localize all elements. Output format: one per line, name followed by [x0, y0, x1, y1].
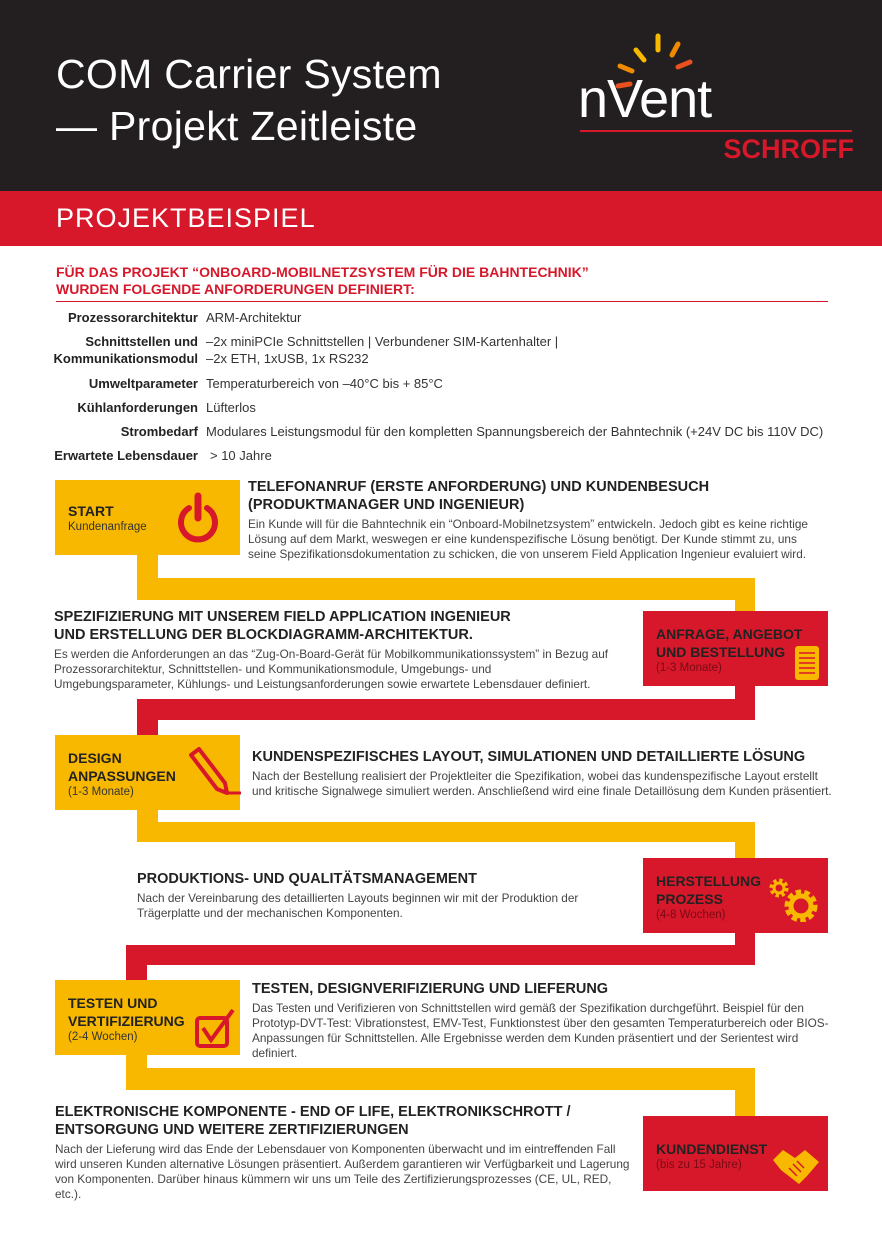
step-description: TESTEN, DESIGNVERIFIZIERUNG UND LIEFERUN…	[252, 981, 829, 1060]
step-box-testen: TESTEN UND VERTIFIZIERUNG (2-4 Wochen)	[55, 980, 240, 1055]
step-description: SPEZIFIZIERUNG MIT UNSEREM FIELD APPLICA…	[54, 609, 609, 691]
step-box-anfrage: ANFRAGE, ANGEBOT UND BESTELLUNG (1-3 Mon…	[643, 611, 828, 686]
step-description: TELEFONANRUF (ERSTE ANFORDERUNG) UND KUN…	[248, 479, 808, 561]
step-description: KUNDENSPEZIFISCHES LAYOUT, SIMULATIONEN …	[252, 749, 832, 798]
timeline-connector	[137, 699, 755, 720]
timeline-connector	[137, 699, 158, 737]
section-band	[0, 191, 882, 246]
timeline-connector	[126, 1068, 755, 1090]
step-box-kundendienst: KUNDENDIENST (bis zu 15 Jahre)	[643, 1116, 828, 1191]
nvent-schroff-logo: nVent SCHROFF	[578, 30, 854, 170]
power-icon	[178, 492, 218, 543]
pencil-icon	[189, 747, 241, 795]
timeline-connector	[137, 578, 755, 600]
timeline-connector	[137, 822, 755, 842]
step-box-herstellung: HERSTELLUNG PROZESS (4-8 Wochen)	[643, 858, 828, 933]
timeline-connector	[126, 945, 755, 965]
section-title: PROJEKTBEISPIEL	[56, 203, 316, 233]
header	[0, 0, 882, 191]
step-box-start: START Kundenanfrage	[55, 480, 240, 555]
timeline-connector	[735, 578, 755, 614]
page-title: COM Carrier System — Projekt Zeitleiste	[56, 51, 442, 149]
logo-rays-icon	[580, 33, 852, 132]
step-description: PRODUKTIONS- UND QUALITÄTSMANAGEMENT Nac…	[137, 871, 579, 920]
handshake-icon	[773, 1150, 819, 1184]
checkbox-icon	[195, 1008, 235, 1048]
gears-icon	[769, 878, 818, 922]
step-description: ELEKTRONISCHE KOMPONENTE - END OF LIFE, …	[55, 1104, 630, 1201]
timeline-connector	[735, 1068, 755, 1118]
timeline-connector	[126, 945, 147, 982]
intro-heading: FÜR DAS PROJEKT “ONBOARD-MOBILNETZSYSTEM…	[56, 264, 828, 302]
document-icon	[795, 646, 819, 680]
step-box-design: DESIGN ANPASSUNGEN (1-3 Monate)	[55, 735, 241, 810]
timeline-connector	[735, 822, 755, 860]
